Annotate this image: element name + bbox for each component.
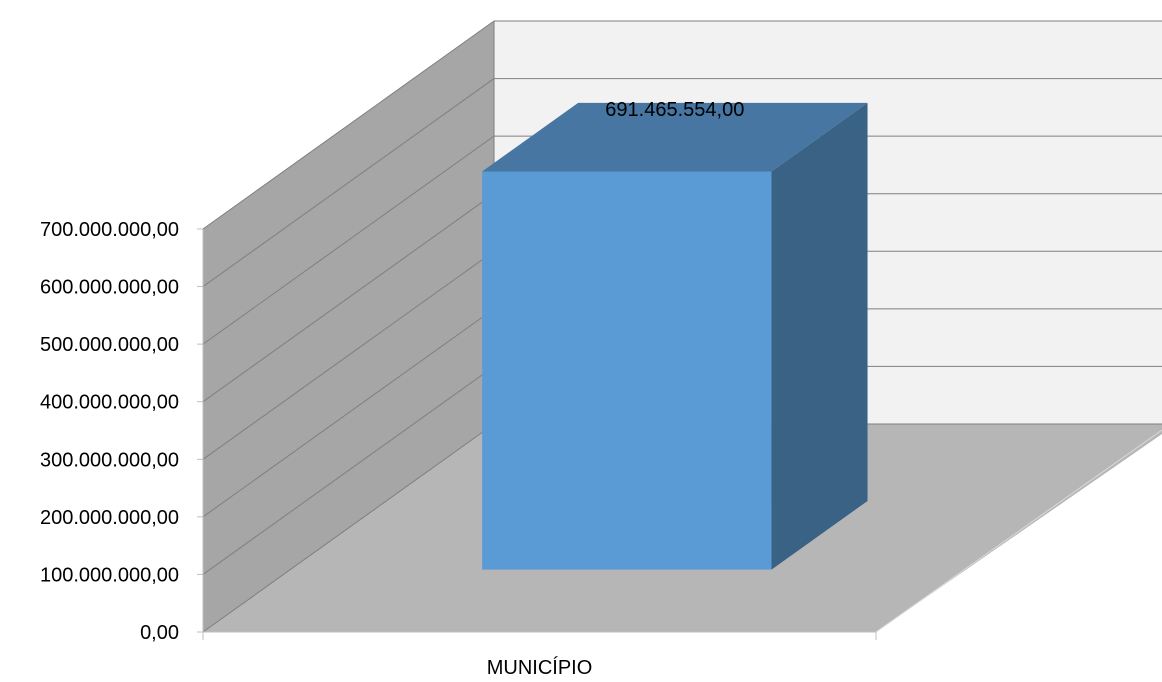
x-axis: MUNICÍPIO xyxy=(202,631,877,679)
gridline-side-1 xyxy=(202,366,495,575)
y-tick-label-6: 600.000.000,00 xyxy=(40,277,179,299)
side-wall xyxy=(203,21,494,632)
gridline-side-7 xyxy=(202,20,495,230)
gridline-side-6 xyxy=(202,78,495,287)
y-tick-label-7: 700.000.000,00 xyxy=(40,219,179,241)
gridline-side-5 xyxy=(202,135,495,345)
floor-edge xyxy=(875,429,1162,633)
y-tick-label-5: 500.000.000,00 xyxy=(40,334,179,356)
bar-0-0 xyxy=(482,102,868,570)
bar-side xyxy=(771,102,868,570)
gridline-side-3 xyxy=(202,250,495,460)
y-tick-label-0: 0,00 xyxy=(140,622,179,644)
x-category-label-0: MUNICÍPIO xyxy=(487,656,593,679)
bar-front xyxy=(482,171,772,570)
y-tick-label-3: 300.000.000,00 xyxy=(40,449,179,471)
y-tick-label-4: 400.000.000,00 xyxy=(40,392,179,414)
gridline-side-0 xyxy=(202,423,495,633)
y-tick-label-2: 200.000.000,00 xyxy=(40,507,179,529)
bars xyxy=(482,102,868,570)
bar-top xyxy=(482,102,868,172)
y-tick-label-1: 100.000.000,00 xyxy=(40,564,179,586)
data-labels: 691.465.554,00 xyxy=(605,99,744,121)
gridline-side-4 xyxy=(202,193,495,403)
data-label-0-0: 691.465.554,00 xyxy=(605,99,744,121)
y-axis: 0,00 100.000.000,00 200.000.000,00 300.000.… xyxy=(40,219,204,644)
gridline-side-2 xyxy=(202,308,495,518)
